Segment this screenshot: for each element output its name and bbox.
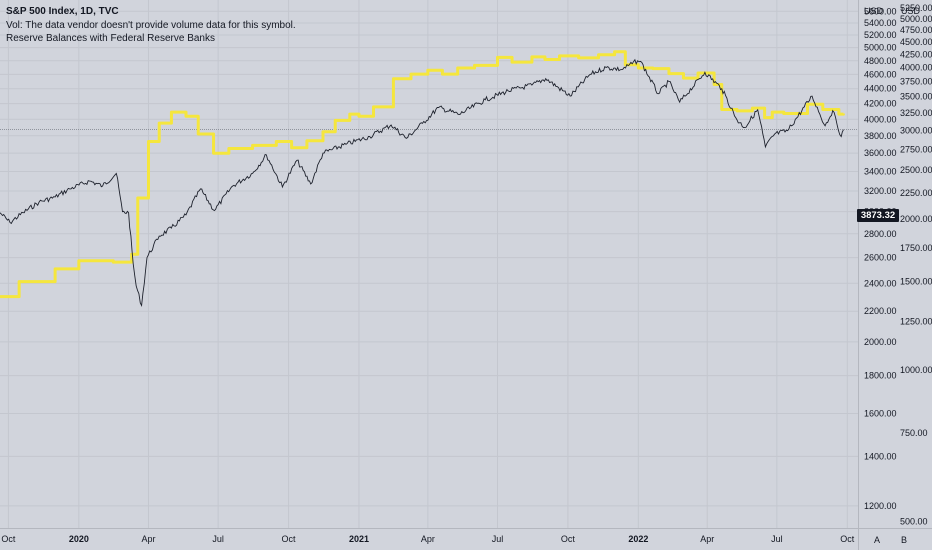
spx-axis-tick-label: 2400.00 <box>864 278 897 288</box>
reserves-axis-tick-label: 5250.00 <box>900 3 932 13</box>
reserves-axis-tick-label: 4750.00 <box>900 25 932 35</box>
reserves-axis-tick-label: 2000.00 <box>900 214 932 224</box>
spx-axis-tick-label: 2200.00 <box>864 306 897 316</box>
spx-series-line <box>0 58 844 308</box>
reserves-axis-tick-label: 4000.00 <box>900 63 932 73</box>
spx-axis-tick-label: 3600.00 <box>864 148 897 158</box>
reserves-axis-tick-label: 4500.00 <box>900 37 932 47</box>
time-axis-tick-label: Jul <box>212 534 224 544</box>
spx-axis-tick-label: 5400.00 <box>864 18 897 28</box>
chart-legend: S&P 500 Index, 1D, TVC Vol: The data ven… <box>6 5 296 46</box>
time-axis[interactable]: Oct 2020 Apr Jul Oct 2021 Apr Jul Oct 2022 Apr Jul O… <box>1 534 854 544</box>
time-axis-tick-label: Oct <box>840 534 855 544</box>
currency-label-left: USD <box>864 6 884 16</box>
spx-axis-tick-label: 4200.00 <box>864 99 897 109</box>
reserves-series-label[interactable]: Reserve Balances with Federal Reserve Ba… <box>6 33 215 44</box>
reserves-axis-tick-label: 3500.00 <box>900 92 932 102</box>
time-axis-tick-label: 2022 <box>628 534 648 544</box>
reserves-axis-tick-label: 2250.00 <box>900 188 932 198</box>
time-axis-tick-label: 2020 <box>69 534 89 544</box>
reserves-axis-tick-label: 3000.00 <box>900 125 932 135</box>
time-axis-tick-label: Oct <box>282 534 297 544</box>
spx-axis-tick-label: 2000.00 <box>864 337 897 347</box>
reserves-axis-tick-label: 1500.00 <box>900 277 932 287</box>
spx-axis-tick-label: 3200.00 <box>864 186 897 196</box>
reserves-axis-tick-label: 2500.00 <box>900 165 932 175</box>
spx-axis-tick-label: 3800.00 <box>864 131 897 141</box>
time-axis-tick-label: 2021 <box>349 534 369 544</box>
time-axis-tick-label: Oct <box>1 534 16 544</box>
time-axis-tick-label: Apr <box>141 534 155 544</box>
symbol-title[interactable]: S&P 500 Index, 1D, TVC <box>6 6 119 17</box>
spx-axis-tick-label: 1400.00 <box>864 451 897 461</box>
spx-axis-tick-label: 3400.00 <box>864 166 897 176</box>
reserves-price-axis[interactable]: 500.00 750.00 1000.00 1250.00 1500.00 1750.00… <box>900 3 932 526</box>
time-axis-tick-label: Apr <box>421 534 435 544</box>
chart-series <box>0 50 845 308</box>
reserves-series-line <box>0 50 845 299</box>
reserves-axis-tick-label: 3250.00 <box>900 108 932 118</box>
reserves-axis-tick-label: 4250.00 <box>900 49 932 59</box>
volume-notice: Vol: The data vendor doesn't provide vol… <box>6 19 296 31</box>
time-axis-tick-label: Jul <box>492 534 504 544</box>
last-price-tag: 3873.32 <box>857 209 899 222</box>
auto-scale-button[interactable]: A <box>874 535 881 545</box>
reserves-axis-tick-label: 500.00 <box>900 516 928 526</box>
spx-axis-tick-label: 4000.00 <box>864 114 897 124</box>
reserves-axis-tick-label: 3750.00 <box>900 77 932 87</box>
spx-axis-tick-label: 4600.00 <box>864 69 897 79</box>
scale-mode-button[interactable]: B <box>901 535 908 545</box>
spx-axis-tick-label: 2800.00 <box>864 229 897 239</box>
reserves-axis-tick-label: 1750.00 <box>900 243 932 253</box>
reserves-axis-tick-label: 5000.00 <box>900 14 932 24</box>
spx-axis-tick-label: 5200.00 <box>864 30 897 40</box>
spx-axis-tick-label: 2600.00 <box>864 253 897 263</box>
reserves-axis-tick-label: 1000.00 <box>900 365 932 375</box>
reserves-axis-tick-label: 750.00 <box>900 428 928 438</box>
spx-price-axis[interactable]: 1200.00 1400.00 1600.00 1800.00 2000.00 2200.… <box>864 6 897 511</box>
spx-axis-tick-label: 5600.00 <box>864 6 897 16</box>
chart-grid <box>0 0 858 528</box>
spx-axis-tick-label: 4400.00 <box>864 84 897 94</box>
time-axis-tick-label: Apr <box>700 534 714 544</box>
reserves-axis-tick-label: 2750.00 <box>900 144 932 154</box>
currency-label-right: USD <box>901 6 921 16</box>
reserves-axis-tick-label: 1250.00 <box>900 316 932 326</box>
spx-axis-tick-label: 1800.00 <box>864 371 897 381</box>
spx-axis-tick-label: 5000.00 <box>864 43 897 53</box>
time-axis-tick-label: Oct <box>561 534 576 544</box>
spx-axis-tick-label: 1600.00 <box>864 408 897 418</box>
spx-axis-tick-label: 4800.00 <box>864 56 897 66</box>
spx-axis-tick-label: 1200.00 <box>864 501 897 511</box>
time-axis-tick-label: Jul <box>771 534 783 544</box>
